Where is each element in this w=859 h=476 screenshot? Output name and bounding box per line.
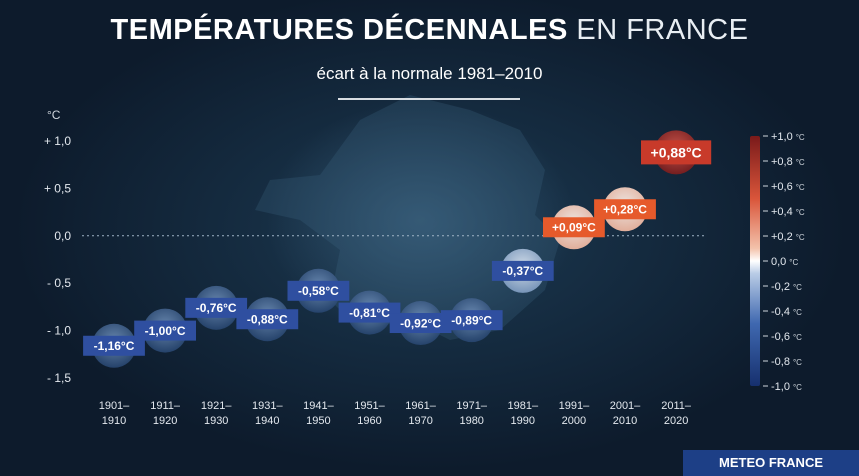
chart-title-suffix: EN FRANCE: [567, 14, 749, 46]
colorbar-unit: °C: [796, 233, 805, 242]
x-tick-label: 1931–: [252, 400, 283, 412]
y-tick-label: + 0,5: [44, 181, 71, 195]
x-tick-label: 1981–: [508, 400, 539, 412]
data-label: -0,92°C: [400, 316, 441, 330]
data-label: -0,58°C: [298, 284, 339, 298]
colorbar-unit: °C: [796, 133, 805, 142]
x-tick-label: 2001–: [610, 400, 641, 412]
data-label: -0,88°C: [247, 313, 288, 327]
x-tick-label: 1921–: [201, 400, 232, 412]
data-label-box: [134, 320, 196, 341]
colorbar-tick-label: +0,8 °C: [771, 156, 805, 168]
data-label-box: [287, 280, 350, 301]
y-tick-label: + 1,0: [44, 134, 71, 148]
data-label-box: [83, 335, 145, 356]
data-label-box: [594, 199, 656, 220]
colorbar-unit: °C: [796, 158, 805, 167]
x-tick-label: 1930: [204, 415, 228, 427]
y-tick-label: 0,0: [54, 229, 71, 243]
colorbar-tick-label: -1,0 °C: [771, 381, 802, 393]
x-tick-label: 1910: [102, 415, 126, 427]
x-tick-label: 1961–: [405, 400, 436, 412]
colorbar-tick-label: -0,8 °C: [771, 356, 802, 368]
data-label: +0,09°C: [552, 221, 596, 235]
data-label: -0,81°C: [349, 306, 390, 320]
data-label-box: [236, 309, 299, 330]
x-tick-label: 2010: [613, 415, 637, 427]
data-label: +0,88°C: [651, 144, 702, 160]
colorbar-tick-label: +0,6 °C: [771, 181, 805, 193]
colorbar-unit: °C: [789, 258, 798, 267]
chart-title: TEMPÉRATURES DÉCENNALES EN FRANCE: [0, 14, 859, 47]
y-tick-label: - 0,5: [47, 276, 71, 290]
data-label: -0,76°C: [196, 301, 237, 315]
colorbar-unit: °C: [793, 283, 802, 292]
x-tick-label: 1990: [511, 415, 535, 427]
x-tick-label: 1941–: [303, 400, 334, 412]
colorbar-tick-label: 0,0 °C: [771, 256, 798, 268]
colorbar-unit: °C: [793, 358, 802, 367]
footer-band: [683, 450, 859, 476]
colorbar-tick-label: -0,6 °C: [771, 331, 802, 343]
colorbar-tick-label: +0,4 °C: [771, 206, 805, 218]
x-tick-label: 2000: [562, 415, 586, 427]
colorbar: [750, 136, 760, 386]
data-label-box: [641, 140, 712, 165]
source-credit: METEO FRANCE: [719, 455, 823, 470]
colorbar-unit: °C: [793, 333, 802, 342]
data-label-box: [440, 310, 503, 331]
chart-title-main: TEMPÉRATURES DÉCENNALES: [110, 14, 568, 46]
x-tick-label: 2011–: [661, 400, 692, 412]
x-tick-label: 1971–: [456, 400, 487, 412]
data-label-box: [389, 313, 452, 334]
colorbar-unit: °C: [796, 183, 805, 192]
x-tick-label: 1911–: [150, 400, 181, 412]
colorbar-unit: °C: [796, 208, 805, 217]
x-tick-label: 1951–: [354, 400, 385, 412]
x-tick-label: 1950: [306, 415, 330, 427]
colorbar-tick-label: +1,0 °C: [771, 131, 805, 143]
x-tick-label: 1940: [255, 415, 279, 427]
chart-subtitle: écart à la normale 1981–2010: [316, 64, 543, 83]
data-label: -0,37°C: [502, 264, 543, 278]
title-divider: [338, 98, 520, 100]
x-tick-label: 1980: [459, 415, 483, 427]
colorbar-tick-label: -0,2 °C: [771, 281, 802, 293]
data-label: +0,28°C: [603, 203, 647, 217]
colorbar-tick-label: +0,2 °C: [771, 231, 805, 243]
y-tick-label: - 1,5: [47, 371, 71, 385]
colorbar-tick-label: -0,4 °C: [771, 306, 802, 318]
data-label-box: [491, 260, 554, 281]
y-axis-unit: °C: [47, 108, 61, 122]
x-tick-label: 1991–: [559, 400, 590, 412]
data-label: -0,89°C: [451, 313, 492, 327]
data-label-box: [338, 302, 401, 323]
data-label: -1,16°C: [94, 339, 135, 353]
y-tick-label: - 1,0: [47, 324, 71, 338]
x-tick-label: 1901–: [99, 400, 130, 412]
colorbar-unit: °C: [793, 308, 802, 317]
x-tick-label: 1960: [357, 415, 381, 427]
data-label-box: [543, 217, 605, 238]
x-tick-label: 1970: [408, 415, 432, 427]
data-label: -1,00°C: [145, 324, 186, 338]
data-label-box: [185, 297, 248, 318]
x-tick-label: 1920: [153, 415, 177, 427]
colorbar-unit: °C: [793, 383, 802, 392]
x-tick-label: 2020: [664, 415, 688, 427]
